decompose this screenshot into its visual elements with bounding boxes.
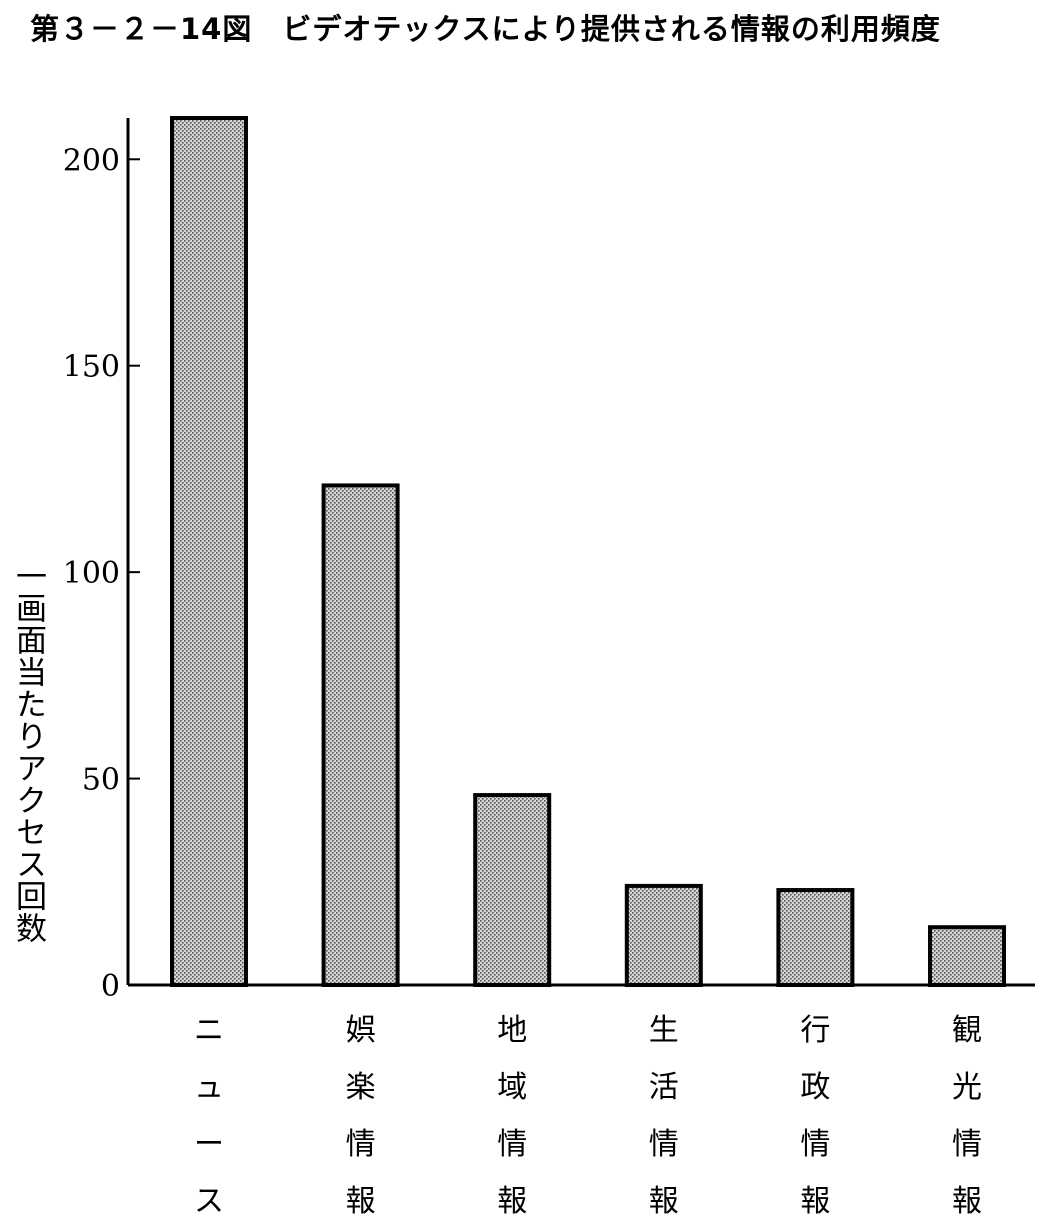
y-tick-label: 150 [63, 350, 120, 385]
y-axis-label: 一画面当たりアクセス回数 [10, 560, 46, 944]
chart-title: 第３－２－14図 ビデオテックスにより提供される情報の利用頻度 [30, 12, 941, 46]
y-tick-label: 200 [63, 143, 120, 178]
y-tick-label: 100 [63, 556, 120, 591]
y-ticks: 0 50 100 150 200 [63, 143, 140, 1004]
category-label: 娯楽情報 [346, 1013, 376, 1219]
category-label: 観光情報 [952, 1013, 982, 1219]
bar-2 [321, 483, 400, 987]
axes [126, 118, 1035, 987]
category-label: ニュース [194, 1013, 224, 1219]
bar-5 [776, 888, 855, 987]
category-labels: ニュース 娯楽情報 地域情報 生活情報 行政情報 観光情報 [194, 1013, 982, 1219]
bar-6 [928, 925, 1006, 988]
category-label: 地域情報 [497, 1013, 527, 1219]
y-tick-label: 0 [101, 969, 120, 1004]
category-label: 生活情報 [649, 1013, 679, 1219]
bar-4 [624, 883, 703, 988]
category-label: 行政情報 [800, 1013, 830, 1219]
y-tick-label: 50 [82, 763, 120, 798]
bars [170, 116, 1006, 988]
bar-1 [170, 116, 248, 987]
bar-3 [473, 793, 552, 987]
